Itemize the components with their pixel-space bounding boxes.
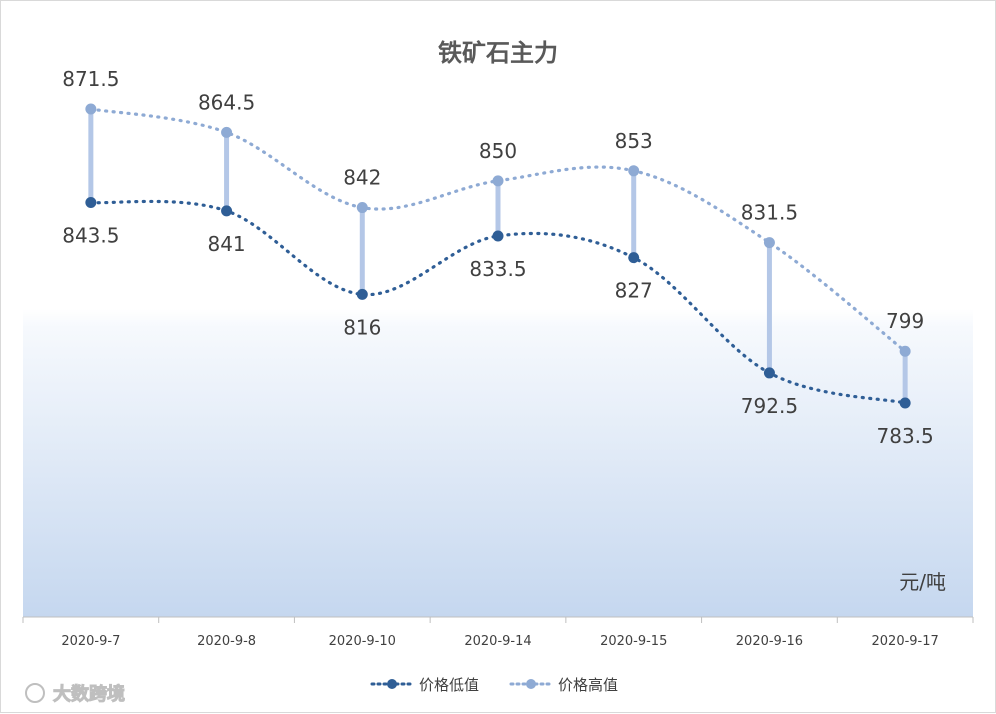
data-point-high: [85, 103, 97, 115]
watermark-logo-icon: [25, 683, 45, 703]
legend-item-high: 价格高值: [509, 676, 618, 694]
x-tick-label: 2020-9-15: [600, 634, 667, 649]
data-label-low: 841: [207, 232, 245, 256]
watermark: 大数跨境: [25, 683, 126, 706]
data-label-high: 842: [343, 166, 381, 190]
x-tick-label: 2020-9-17: [872, 634, 939, 649]
data-point-low: [628, 252, 640, 264]
data-label-low: 833.5: [469, 257, 526, 281]
x-axis: 2020-9-7 2020-9-8 2020-9-10 2020-9-14 2020-9…: [22, 617, 974, 649]
data-point-low: [492, 230, 504, 242]
data-point-high: [221, 126, 233, 138]
data-point-low: [221, 205, 233, 217]
unit-label: 元/吨: [899, 570, 946, 594]
data-point-high: [899, 345, 911, 357]
legend: 价格低值 价格高值: [370, 676, 618, 694]
data-label-low: 827: [615, 279, 653, 303]
data-label-high: 871.5: [62, 67, 119, 91]
data-label-high: 853: [615, 129, 653, 153]
data-label-low: 792.5: [741, 394, 798, 418]
data-label-high: 864.5: [198, 90, 255, 114]
watermark-text: 大数跨境: [53, 683, 125, 705]
plot-background: [23, 309, 973, 617]
legend-item-low: 价格低值: [370, 676, 479, 694]
data-point-low: [899, 397, 911, 409]
data-point-low: [85, 197, 97, 209]
data-point-high: [763, 237, 775, 249]
data-label-low: 783.5: [877, 424, 934, 448]
legend-label-high: 价格高值: [558, 676, 618, 694]
data-point-low: [356, 288, 368, 300]
data-point-high: [628, 165, 640, 177]
data-label-low: 816: [343, 315, 381, 339]
data-labels: 871.5 843.5 864.5 841 842 816 850 833.5 853 827 83…: [62, 67, 934, 448]
x-tick-label: 2020-9-7: [61, 634, 120, 649]
data-label-high: 850: [479, 139, 517, 163]
legend-label-low: 价格低值: [419, 676, 479, 694]
x-tick-label: 2020-9-14: [464, 634, 531, 649]
data-point-high: [492, 175, 504, 187]
data-point-high: [356, 202, 368, 214]
data-label-high: 799: [886, 309, 924, 333]
legend-marker-low: [387, 679, 397, 689]
legend-marker-high: [526, 679, 536, 689]
high-low-lines: [88, 109, 908, 403]
x-tick-label: 2020-9-10: [329, 634, 396, 649]
data-label-high: 831.5: [741, 201, 798, 225]
data-point-low: [763, 367, 775, 379]
chart-title: 铁矿石主力: [438, 39, 558, 67]
data-label-low: 843.5: [62, 224, 119, 248]
x-tick-label: 2020-9-8: [197, 634, 256, 649]
x-tick-label: 2020-9-16: [736, 634, 803, 649]
series-layer: [85, 103, 911, 409]
